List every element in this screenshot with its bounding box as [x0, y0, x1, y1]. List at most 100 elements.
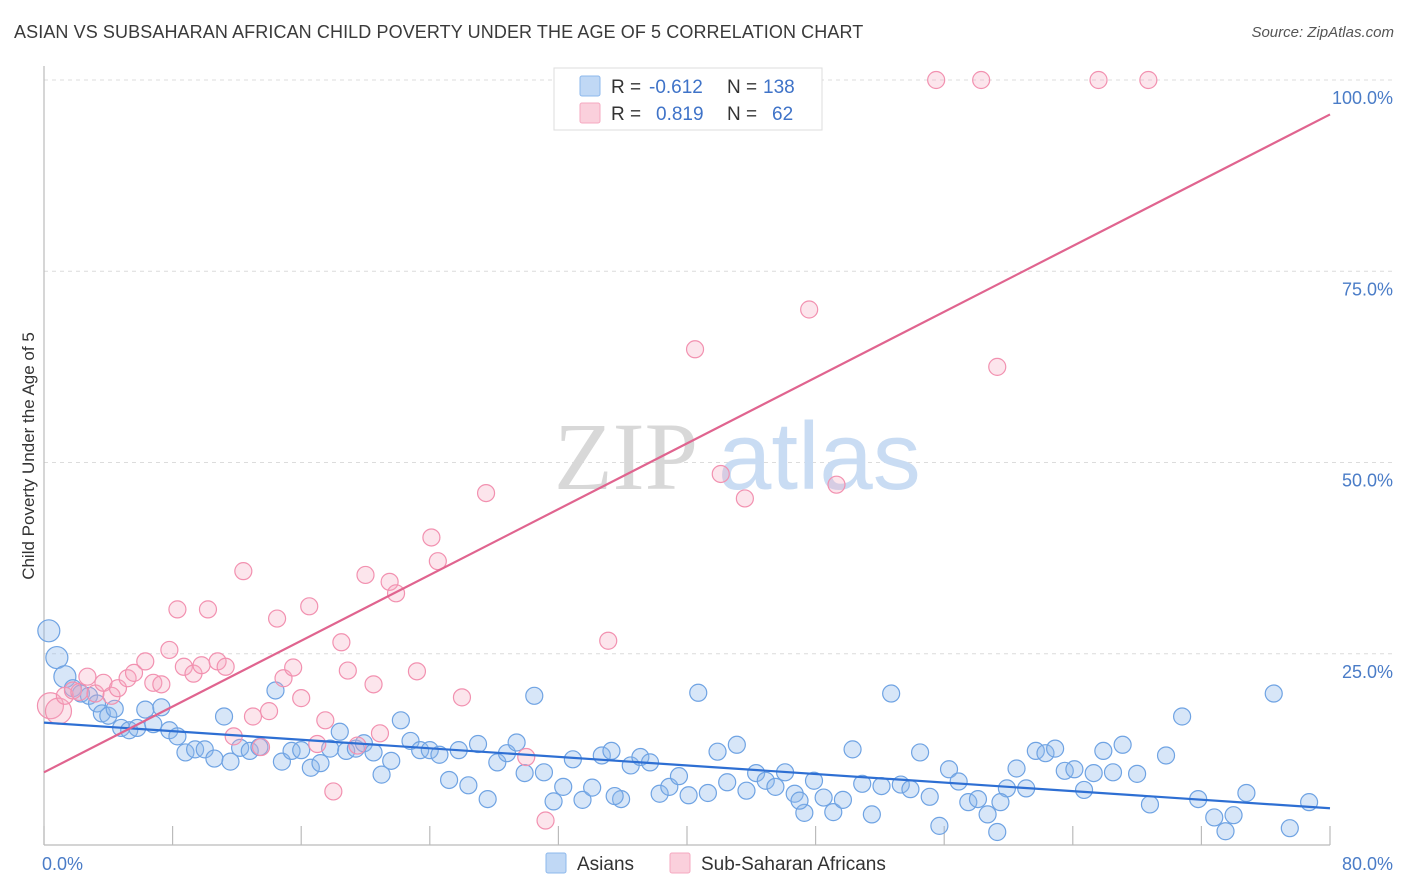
- asian-point: [292, 741, 311, 760]
- asian-point: [544, 792, 563, 811]
- subsaharan-point: [300, 597, 319, 616]
- asian-point: [862, 805, 881, 824]
- asian-point: [515, 763, 534, 783]
- asian-point: [766, 777, 785, 796]
- asian-point: [136, 700, 155, 719]
- asian-point: [669, 767, 689, 786]
- asian-point: [554, 777, 573, 796]
- asian-point: [910, 743, 930, 762]
- asian-point: [824, 803, 843, 822]
- y-tick-label: 75.0%: [1342, 279, 1393, 299]
- asian-point: [939, 760, 959, 779]
- asian-point: [814, 788, 833, 807]
- asian-point: [221, 752, 240, 771]
- subsaharan-point: [63, 681, 83, 700]
- asian-point: [1264, 684, 1283, 703]
- asian-point: [525, 686, 544, 705]
- subsaharan-point: [407, 662, 427, 681]
- subsaharan-point: [536, 811, 555, 830]
- asian-point: [240, 741, 259, 761]
- asian-point: [1065, 760, 1084, 779]
- asian-point: [330, 722, 349, 741]
- subsaharan-point: [476, 484, 496, 503]
- asian-point: [1103, 763, 1123, 782]
- asian-point: [1074, 780, 1094, 800]
- asian-point: [1046, 739, 1065, 758]
- watermark-atlas: atlas: [718, 403, 921, 510]
- asian-point: [708, 742, 727, 761]
- x-axis-ticks: 0.0% 80.0%: [42, 826, 1393, 874]
- asian-point: [727, 735, 746, 754]
- subsaharan-point: [267, 609, 287, 628]
- asian-point: [988, 822, 1007, 842]
- asian-point: [382, 751, 401, 770]
- source-label: Source: ZipAtlas.com: [1251, 24, 1394, 41]
- asian-point: [1084, 763, 1103, 783]
- asian-point: [650, 784, 669, 803]
- subsaharan-point: [348, 736, 367, 755]
- subsaharan-point: [735, 489, 754, 508]
- asian-point: [459, 776, 478, 795]
- legend-r-label: R =: [611, 104, 641, 125]
- asian-point: [186, 740, 205, 759]
- asian-point: [718, 773, 737, 792]
- asian-point: [602, 741, 621, 761]
- legend-swatch-asians: [579, 75, 601, 97]
- subsaharan-point: [1089, 70, 1108, 90]
- asian-point: [507, 733, 526, 752]
- asian-point: [833, 790, 853, 809]
- asian-point: [1156, 746, 1176, 765]
- legend-stats: R = -0.612 N = 138 R = 0.819 N = 62: [553, 67, 823, 131]
- subsaharan-point: [422, 528, 441, 547]
- subsaharan-point: [988, 357, 1007, 376]
- asian-point: [882, 684, 901, 703]
- asian-point: [37, 619, 61, 643]
- subsaharan-point: [292, 689, 311, 708]
- subsaharan-point: [711, 464, 730, 484]
- asian-point: [737, 781, 756, 800]
- subsaharan-point: [168, 600, 187, 619]
- asian-point: [901, 780, 920, 799]
- asian-point: [804, 771, 824, 790]
- x-tick-label: 0.0%: [42, 854, 83, 874]
- legend-label-asians: Asians: [577, 854, 634, 875]
- subsaharan-point: [324, 782, 343, 801]
- asian-point: [311, 754, 330, 773]
- y-tick-label: 25.0%: [1342, 662, 1393, 682]
- subsaharan-point: [70, 682, 89, 702]
- asian-point: [1140, 795, 1160, 814]
- subsaharan-point: [370, 724, 390, 743]
- asian-point: [605, 786, 624, 806]
- asian-point: [439, 770, 459, 790]
- asian-point: [1173, 707, 1192, 726]
- subsaharan-point: [174, 657, 193, 676]
- asian-point: [1216, 822, 1235, 841]
- subsaharan-point: [685, 340, 705, 359]
- subsaharan-point: [452, 688, 472, 707]
- legend-label-subsaharan: Sub-Saharan Africans: [701, 854, 886, 875]
- legend-n-value: 62: [772, 104, 793, 125]
- asian-point: [790, 791, 809, 810]
- legend-r-label: R =: [611, 77, 641, 98]
- asian-point: [843, 740, 862, 759]
- asian-point: [583, 778, 602, 797]
- subsaharan-point: [1139, 70, 1158, 90]
- asian-point: [411, 741, 430, 760]
- x-tick-label: 80.0%: [1342, 854, 1393, 874]
- asian-point: [401, 731, 420, 751]
- subsaharan-point: [338, 661, 357, 680]
- subsaharan-trend-line: [43, 113, 1331, 774]
- asian-point: [99, 706, 118, 725]
- subsaharan-point: [284, 658, 303, 677]
- subsaharan-point: [243, 707, 263, 726]
- asian-point: [1007, 759, 1026, 778]
- subsaharan-point: [517, 747, 536, 767]
- subsaharan-point: [599, 631, 618, 650]
- asian-point: [573, 790, 592, 809]
- asian-point: [205, 749, 224, 768]
- asian-point: [1127, 764, 1147, 783]
- legend-n-value: 138: [763, 77, 795, 98]
- subsaharan-point: [160, 640, 179, 660]
- trend-lines: [43, 113, 1331, 810]
